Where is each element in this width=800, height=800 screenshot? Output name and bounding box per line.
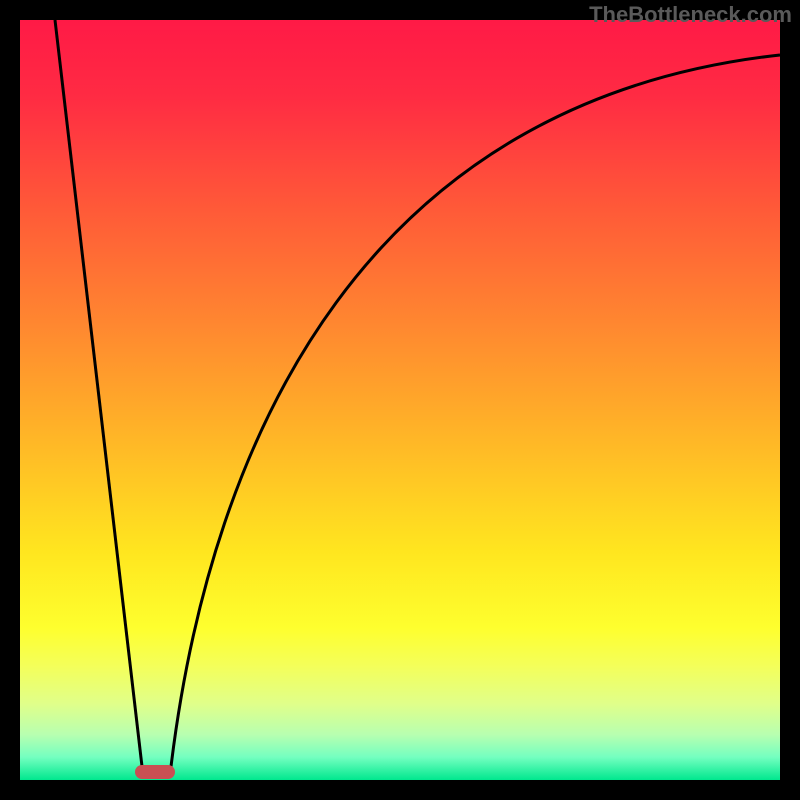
chart-container: TheBottleneck.com <box>0 0 800 800</box>
optimum-marker <box>135 765 175 779</box>
plot-area <box>20 20 780 780</box>
chart-svg <box>0 0 800 800</box>
watermark-text: TheBottleneck.com <box>589 2 792 28</box>
